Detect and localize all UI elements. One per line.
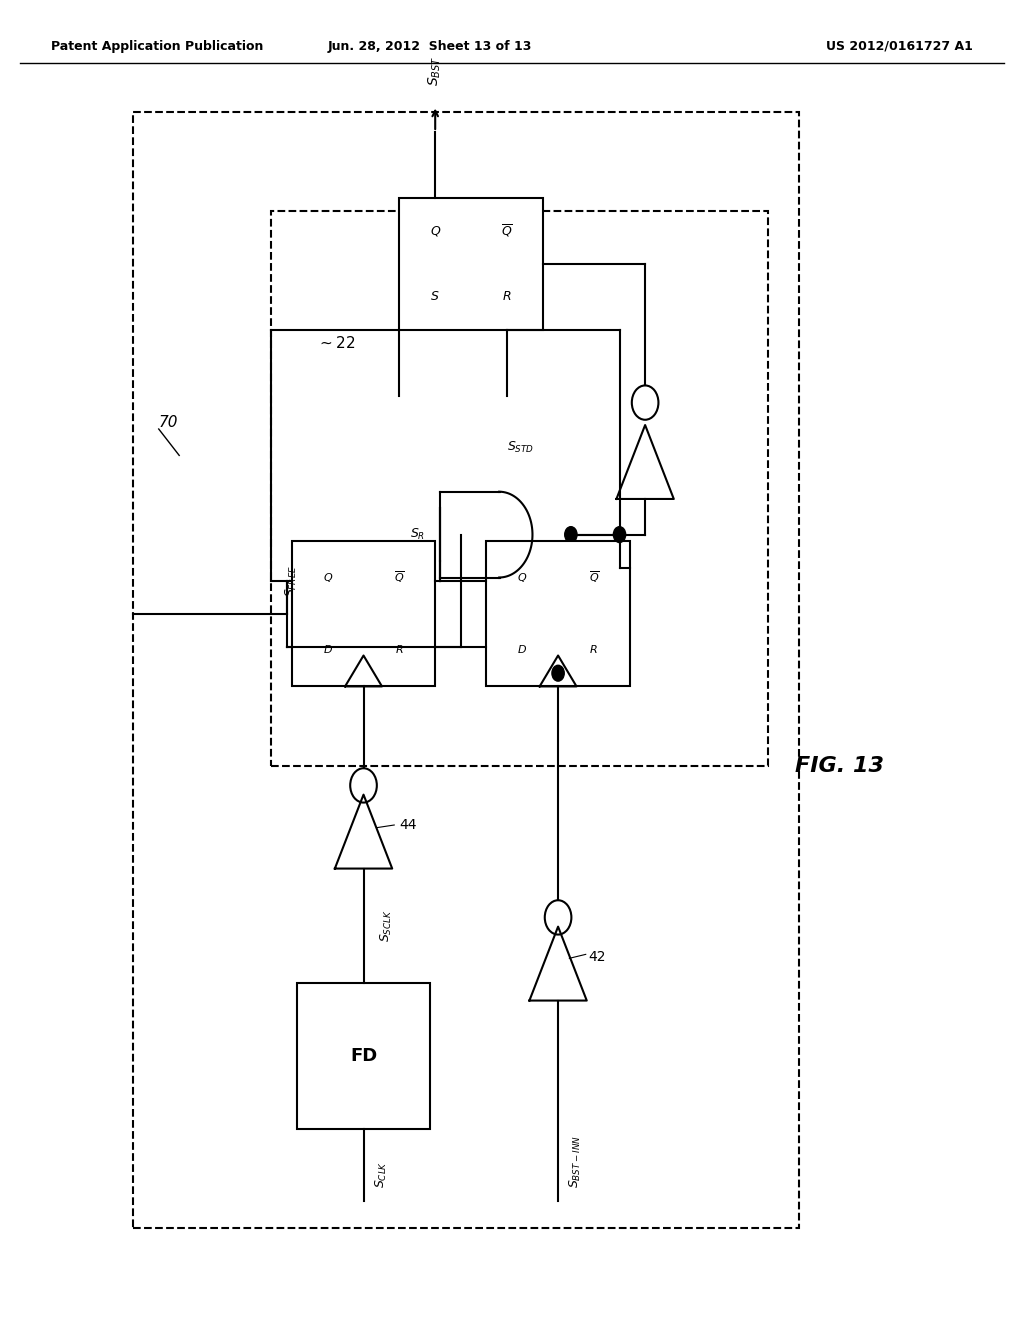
- Text: $S_R$: $S_R$: [410, 527, 425, 543]
- Circle shape: [564, 527, 578, 543]
- Bar: [271, 211, 768, 766]
- Text: $\overline{Q}$: $\overline{Q}$: [394, 570, 404, 585]
- Text: Q: Q: [518, 573, 526, 582]
- Text: $\sim$22: $\sim$22: [317, 335, 356, 351]
- Text: FD: FD: [350, 1047, 377, 1065]
- Text: $S_{FREE}$: $S_{FREE}$: [285, 565, 299, 597]
- Text: 42: 42: [589, 950, 606, 964]
- Text: 44: 44: [399, 818, 417, 832]
- Text: $S_{SCLK}$: $S_{SCLK}$: [379, 909, 394, 942]
- Text: FIG. 13: FIG. 13: [796, 755, 884, 776]
- Text: 70: 70: [159, 414, 178, 430]
- Text: R: R: [503, 290, 511, 304]
- Bar: [133, 112, 799, 1228]
- Text: $S_{STD}$: $S_{STD}$: [507, 441, 535, 455]
- Text: $\overline{Q}$: $\overline{Q}$: [501, 223, 513, 239]
- Text: $S_{BST}$: $S_{BST}$: [427, 55, 443, 86]
- Text: Q: Q: [324, 573, 332, 582]
- Text: $S_{BST-INN}$: $S_{BST-INN}$: [568, 1135, 584, 1188]
- Text: R: R: [590, 645, 598, 655]
- Text: D: D: [518, 645, 526, 655]
- Text: US 2012/0161727 A1: US 2012/0161727 A1: [826, 40, 973, 53]
- Text: $S_{CLK}$: $S_{CLK}$: [374, 1160, 389, 1188]
- Circle shape: [613, 527, 626, 543]
- Text: D: D: [324, 645, 332, 655]
- Text: Q: Q: [430, 224, 440, 238]
- Text: S: S: [431, 290, 439, 304]
- Text: R: R: [395, 645, 403, 655]
- Text: Jun. 28, 2012  Sheet 13 of 13: Jun. 28, 2012 Sheet 13 of 13: [328, 40, 532, 53]
- Bar: [297, 983, 430, 1129]
- Bar: [486, 541, 630, 686]
- Circle shape: [552, 665, 564, 681]
- Bar: [292, 541, 435, 686]
- Text: $\overline{Q}$: $\overline{Q}$: [589, 570, 599, 585]
- Bar: [399, 198, 543, 330]
- Text: Patent Application Publication: Patent Application Publication: [51, 40, 263, 53]
